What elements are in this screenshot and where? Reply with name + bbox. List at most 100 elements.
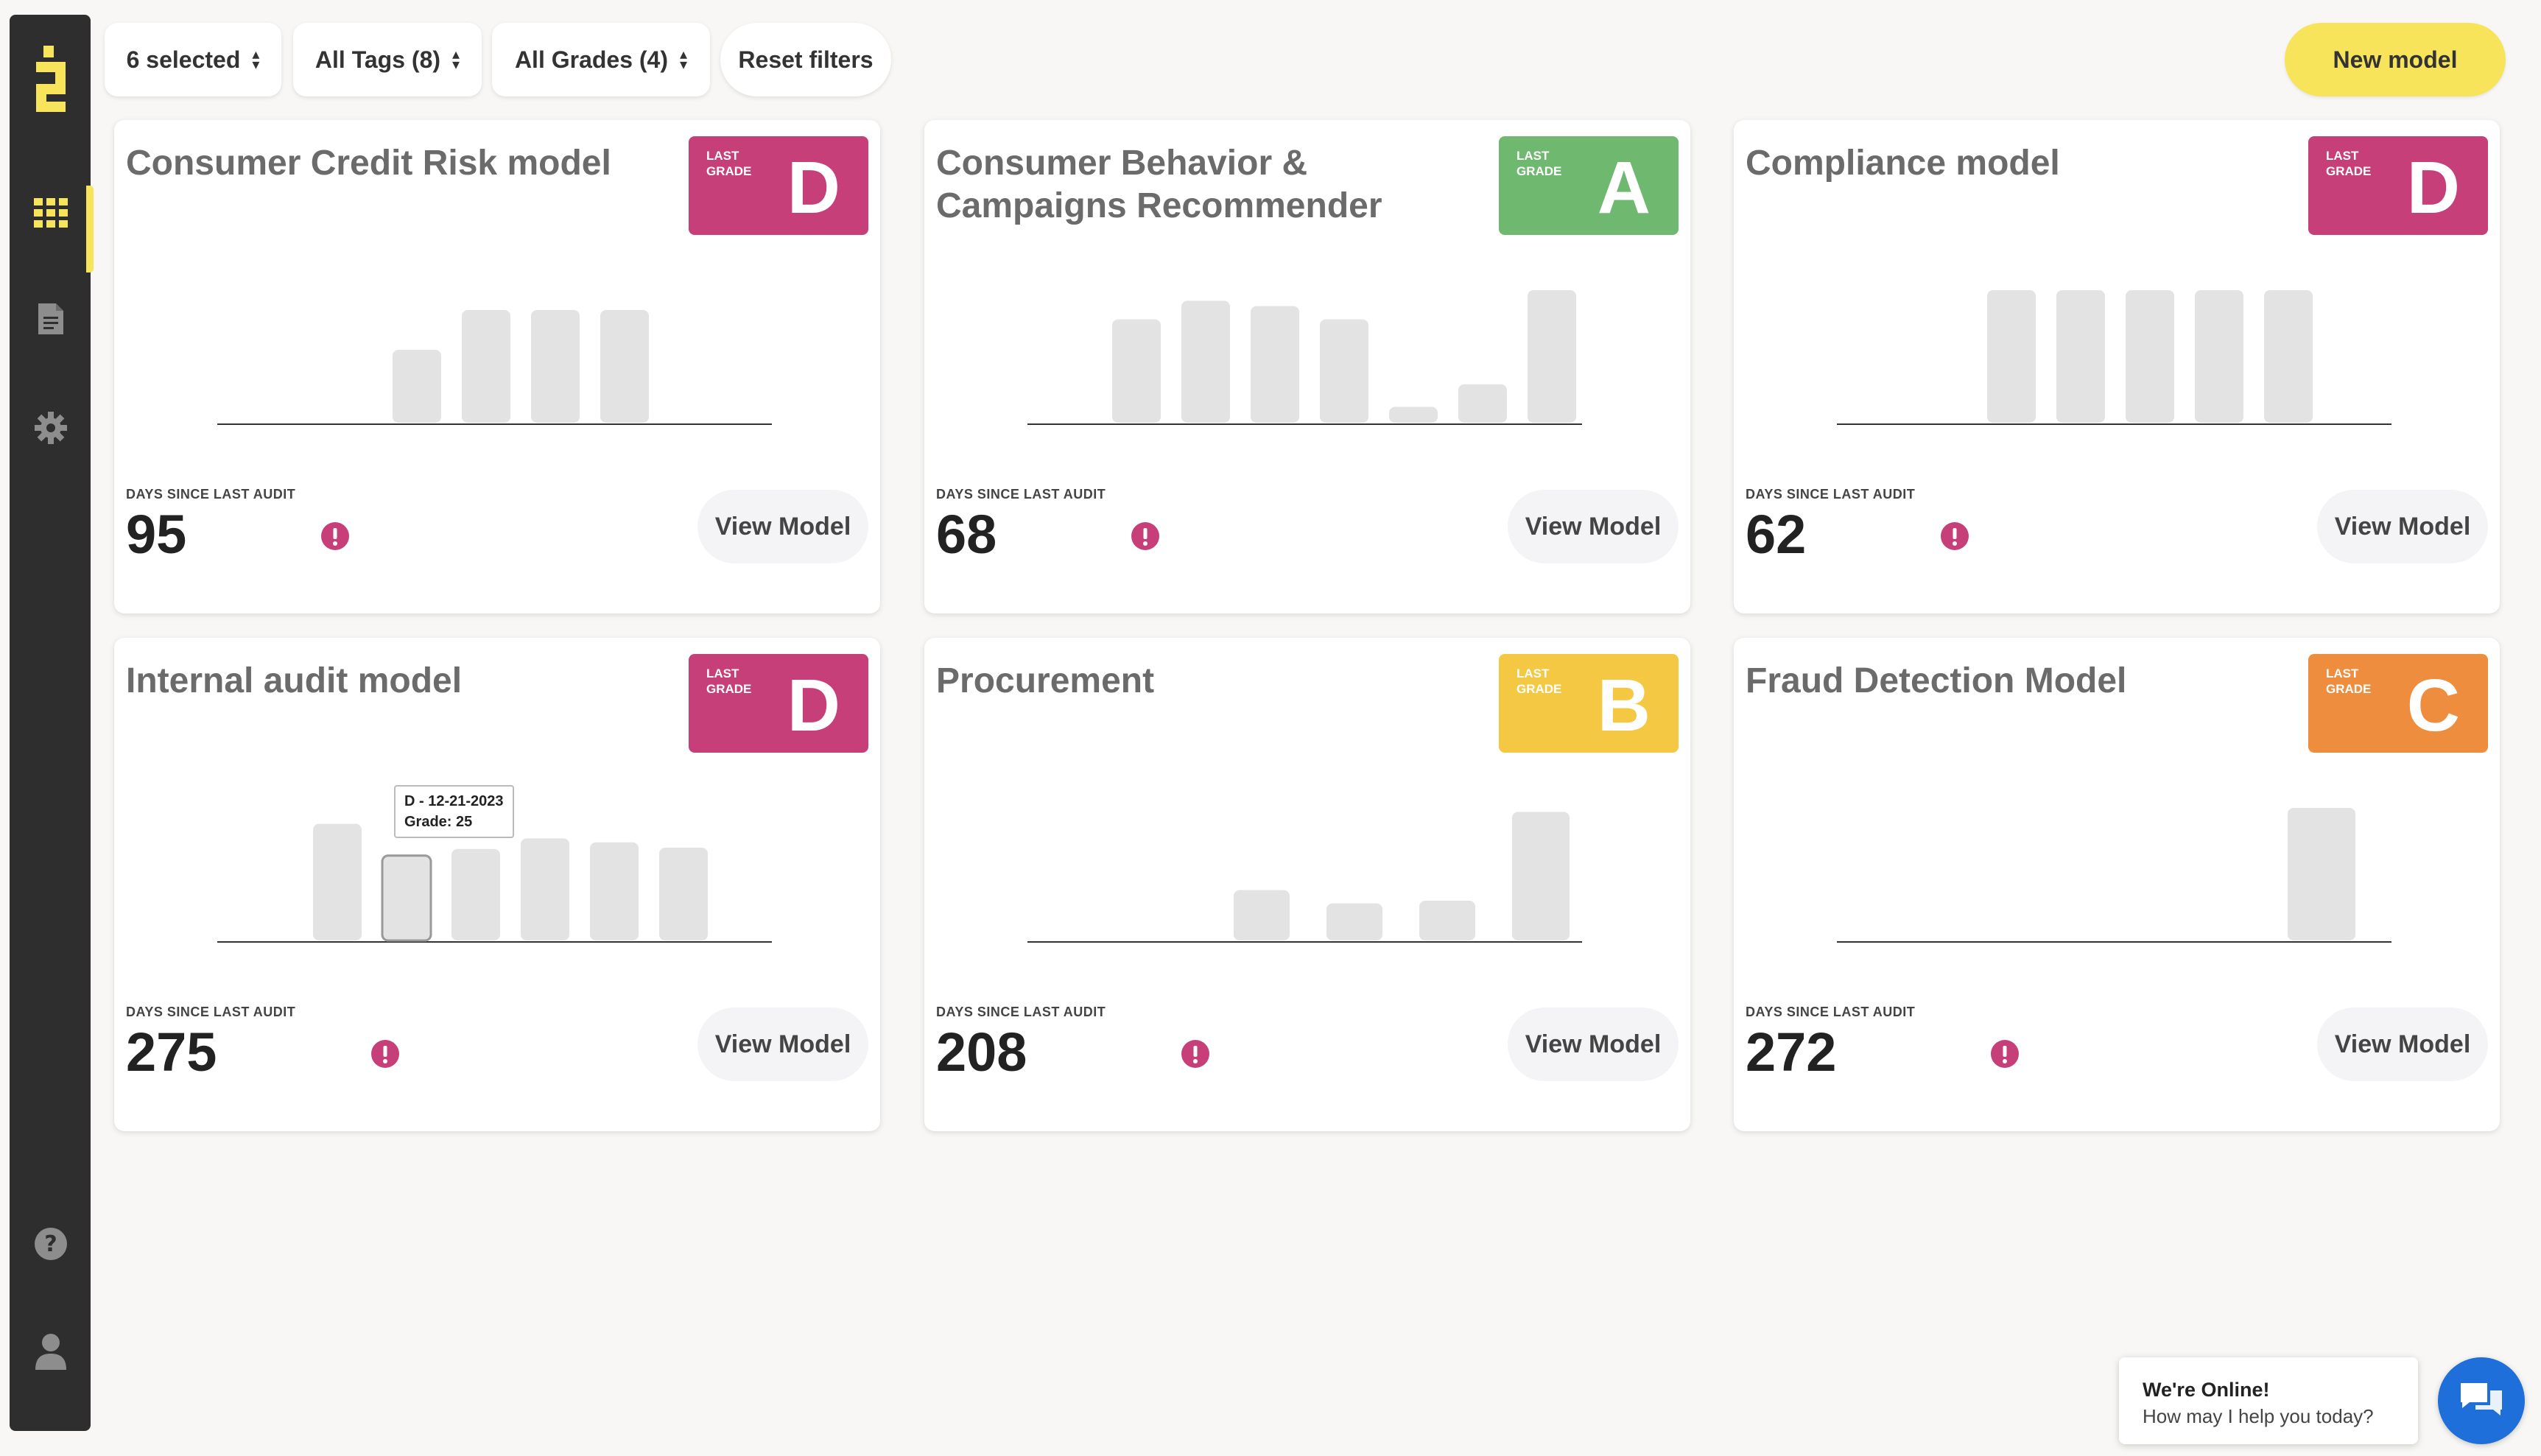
grade-bar[interactable] — [1326, 903, 1382, 940]
chat-icon — [2461, 1383, 2502, 1415]
grade-bar[interactable] — [2195, 290, 2243, 423]
new-model-button[interactable]: New model — [2285, 23, 2506, 96]
last-grade-value: D — [2406, 147, 2460, 229]
last-grade-badge: LAST GRADE D — [2308, 136, 2488, 235]
view-model-button[interactable]: View Model — [2317, 490, 2488, 563]
grade-history-chart — [217, 310, 772, 425]
grade-bar[interactable] — [521, 838, 569, 940]
last-grade-badge: LAST GRADE B — [1499, 654, 1679, 753]
days-since-audit-label: DAYS SINCE LAST AUDIT — [1746, 487, 1916, 502]
view-model-button[interactable]: View Model — [1508, 490, 1679, 563]
view-model-button[interactable]: View Model — [697, 490, 868, 563]
model-card: Internal audit model LAST GRADE D DAYS SI… — [114, 638, 880, 1131]
grade-bar[interactable] — [451, 848, 500, 940]
last-grade-value: A — [1597, 147, 1651, 229]
grade-bar[interactable] — [1389, 407, 1438, 423]
alert-icon[interactable] — [1990, 1039, 2020, 1069]
model-card: Compliance model LAST GRADE D DAYS SINCE … — [1734, 120, 2500, 613]
grade-bar[interactable] — [381, 854, 432, 942]
model-card: Consumer Credit Risk model LAST GRADE D D… — [114, 120, 880, 613]
model-title: Consumer Credit Risk model — [126, 144, 611, 183]
tags-filter-label: All Tags (8) — [314, 46, 441, 73]
grid-icon[interactable] — [34, 196, 68, 230]
grade-bar[interactable] — [1320, 319, 1368, 423]
grade-bar[interactable] — [2126, 290, 2174, 423]
sort-arrows-icon: ▴ ▾ — [452, 46, 460, 73]
sort-arrows-icon: ▴ ▾ — [252, 46, 260, 73]
gear-icon[interactable] — [34, 411, 68, 445]
grade-bar[interactable] — [1512, 812, 1570, 940]
grade-bar[interactable] — [1112, 319, 1161, 423]
days-since-audit-value: 272 — [1746, 1021, 1837, 1083]
view-model-button[interactable]: View Model — [697, 1007, 868, 1081]
grade-history-chart — [1027, 290, 1582, 425]
days-since-audit-value: 62 — [1746, 504, 1807, 565]
bar-tooltip: D - 12-21-2023 Grade: 25 — [394, 785, 514, 838]
last-grade-badge: LAST GRADE D — [689, 136, 868, 235]
svg-text:?: ? — [44, 1231, 57, 1257]
grade-bar[interactable] — [1458, 384, 1507, 423]
last-grade-label: LAST GRADE — [706, 667, 752, 696]
last-grade-value: B — [1597, 664, 1651, 747]
grade-bar[interactable] — [2056, 290, 2105, 423]
model-card: Procurement LAST GRADE B DAYS SINCE LAST … — [924, 638, 1690, 1131]
grades-filter-label: All Grades (4) — [514, 46, 668, 73]
view-model-button[interactable]: View Model — [1508, 1007, 1679, 1081]
grade-bar[interactable] — [2264, 290, 2313, 423]
grade-bar[interactable] — [531, 310, 580, 423]
model-title: Procurement — [936, 661, 1155, 700]
model-title: Internal audit model — [126, 661, 463, 700]
last-grade-label: LAST GRADE — [1516, 667, 1562, 696]
grade-bar[interactable] — [600, 310, 649, 423]
grades-filter[interactable]: All Grades (4) ▴ ▾ — [492, 23, 710, 96]
last-grade-value: D — [787, 664, 840, 747]
chat-prompt[interactable]: We're Online! How may I help you today? — [2119, 1357, 2418, 1444]
help-icon[interactable]: ? — [34, 1227, 68, 1261]
alert-icon[interactable] — [370, 1039, 400, 1069]
days-since-audit-value: 95 — [126, 504, 187, 565]
grade-bar[interactable] — [1528, 290, 1576, 423]
grade-bar[interactable] — [462, 310, 510, 423]
chat-title: We're Online! — [2143, 1379, 2270, 1401]
grade-bar[interactable] — [1987, 290, 2036, 423]
grade-bar[interactable] — [1181, 300, 1230, 423]
model-title: Consumer Behavior & Campaigns Recommende… — [936, 144, 1382, 225]
sidebar: ? — [10, 15, 94, 1431]
chat-button[interactable] — [2438, 1357, 2525, 1444]
tags-filter[interactable]: All Tags (8) ▴ ▾ — [293, 23, 482, 96]
days-since-audit-value: 208 — [936, 1021, 1027, 1083]
model-title: Fraud Detection Model — [1746, 661, 2127, 700]
alert-icon[interactable] — [1131, 521, 1160, 551]
last-grade-label: LAST GRADE — [2326, 149, 2372, 178]
grade-bar[interactable] — [1419, 901, 1475, 940]
reset-filters-label: Reset filters — [738, 46, 874, 73]
view-model-button[interactable]: View Model — [2317, 1007, 2488, 1081]
model-title: Compliance model — [1746, 144, 2060, 183]
model-card: Consumer Behavior & Campaigns Recommende… — [924, 120, 1690, 613]
selection-filter-label: 6 selected — [126, 46, 241, 73]
alert-icon[interactable] — [320, 521, 350, 551]
logo-icon[interactable] — [36, 46, 66, 112]
days-since-audit-label: DAYS SINCE LAST AUDIT — [1746, 1005, 1916, 1019]
grade-history-chart — [1837, 808, 2391, 943]
document-icon[interactable] — [34, 302, 68, 336]
selection-filter[interactable]: 6 selected ▴ ▾ — [105, 23, 281, 96]
grade-bar[interactable] — [1234, 890, 1290, 940]
grade-bar[interactable] — [659, 848, 708, 940]
last-grade-label: LAST GRADE — [706, 149, 752, 178]
days-since-audit-label: DAYS SINCE LAST AUDIT — [126, 487, 296, 502]
alert-icon[interactable] — [1181, 1039, 1210, 1069]
grade-history-chart — [1027, 812, 1582, 943]
reset-filters-button[interactable]: Reset filters — [720, 23, 891, 96]
grade-bar[interactable] — [313, 823, 362, 940]
chat-subtitle: How may I help you today? — [2143, 1405, 2374, 1427]
tooltip-date: D - 12-21-2023 — [404, 793, 504, 809]
grade-bar[interactable] — [1251, 306, 1299, 423]
last-grade-badge: LAST GRADE D — [689, 654, 868, 753]
grade-bar[interactable] — [590, 842, 639, 940]
grade-bar[interactable] — [2288, 808, 2355, 940]
user-icon[interactable] — [34, 1334, 68, 1370]
grade-history-chart — [217, 823, 772, 943]
alert-icon[interactable] — [1940, 521, 1969, 551]
grade-bar[interactable] — [393, 350, 441, 423]
